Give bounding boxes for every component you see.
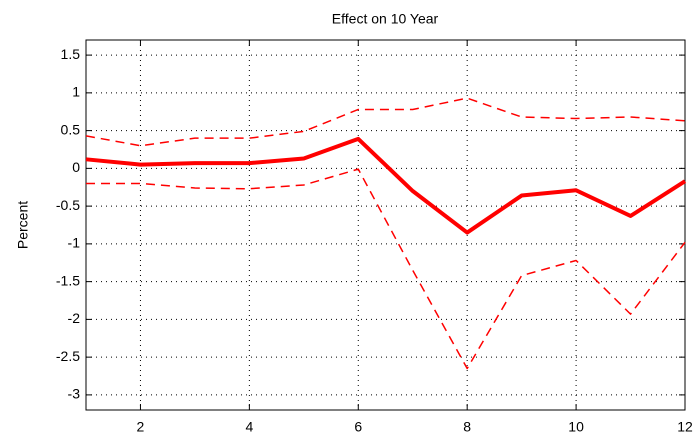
data-line	[85, 97, 686, 147]
x-tick-label: 12	[677, 419, 693, 435]
chart-title: Effect on 10 Year	[332, 11, 439, 27]
x-tick-label: 2	[137, 419, 145, 435]
y-tick-label: 0	[72, 159, 80, 175]
y-tick-label: -3	[68, 386, 81, 402]
plot-frame	[85, 39, 686, 411]
y-tick-label: -1	[68, 235, 81, 251]
y-tick-label: -1.5	[56, 272, 80, 288]
y-tick-label: 0.5	[61, 121, 81, 137]
y-tick-label: -2	[68, 310, 81, 326]
x-tick-label: 8	[463, 419, 471, 435]
y-tick-label: -2.5	[56, 348, 80, 364]
y-axis-label: Percent	[15, 201, 31, 249]
y-tick-label: -0.5	[56, 197, 80, 213]
x-tick-label: 4	[245, 419, 253, 435]
data-line	[86, 168, 686, 370]
x-tick-label: 6	[354, 419, 362, 435]
data-line	[85, 136, 687, 235]
y-tick-label: 1	[72, 84, 80, 100]
x-tick-label: 10	[568, 419, 584, 435]
y-tick-label: 1.5	[61, 46, 81, 62]
